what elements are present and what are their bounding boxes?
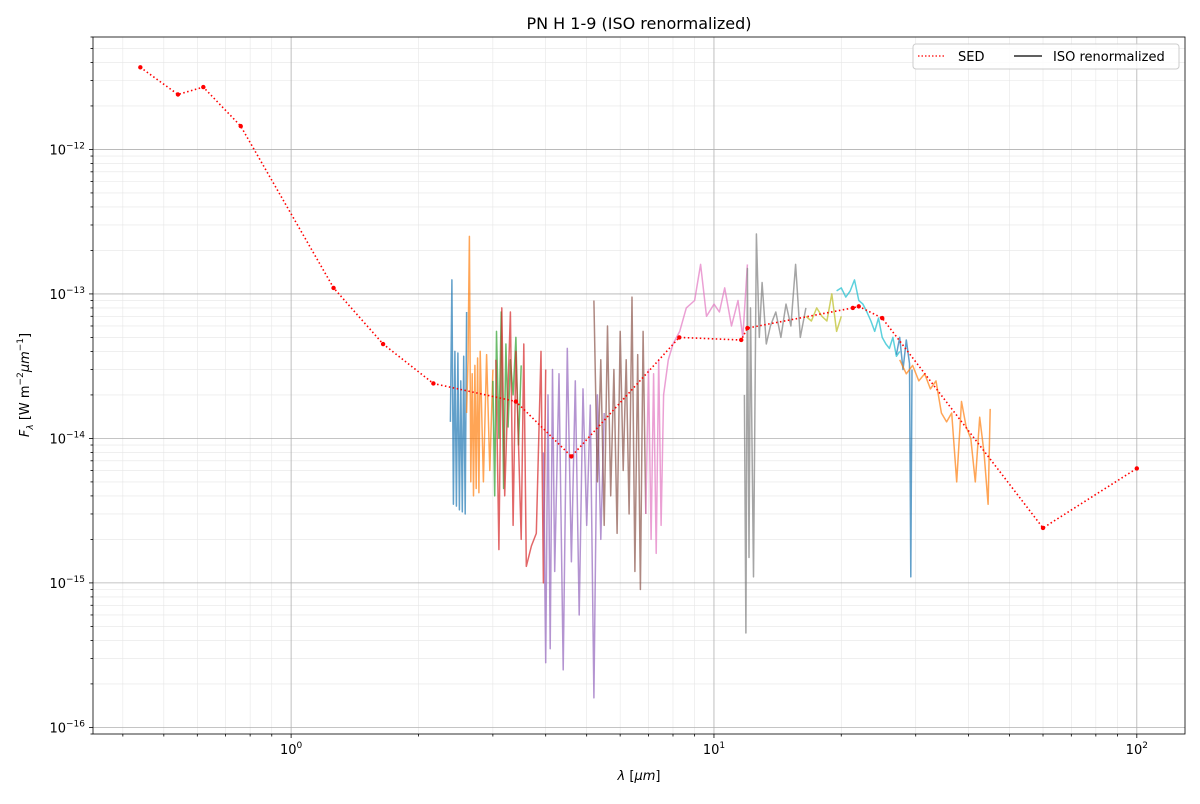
legend: SED ISO renormalized	[912, 43, 1180, 70]
iso-segment-7	[645, 263, 749, 555]
iso-segment-9	[805, 293, 843, 333]
legend-iso-label: ISO renormalized	[1053, 50, 1165, 65]
iso-segment-4	[495, 307, 547, 584]
sed-point	[331, 285, 336, 291]
axes-frame	[92, 36, 1186, 735]
sed-point	[201, 84, 206, 90]
sed-point	[856, 304, 861, 309]
legend-sed-label: SED	[958, 50, 984, 65]
sed-point	[677, 335, 682, 340]
sed-point	[238, 123, 243, 129]
iso-segment-6	[593, 296, 647, 591]
legend-box	[912, 43, 1180, 70]
sed-line	[139, 66, 1138, 530]
sed-point	[880, 315, 885, 321]
y-axis-label: Fλ [W m−2μm−1]	[16, 333, 36, 437]
sed-point	[569, 454, 574, 459]
iso-segment-12	[899, 359, 991, 506]
sed-point	[739, 337, 744, 343]
iso-segment-2	[465, 235, 494, 497]
sed-point	[850, 305, 856, 311]
sed-point	[1040, 525, 1046, 531]
chart-title: PN H 1-9 (ISO renormalized)	[526, 14, 751, 33]
iso-segment-1	[449, 279, 468, 515]
x-axis-label: λ [μm]	[617, 769, 661, 784]
sed-point	[431, 381, 436, 386]
data-layer	[138, 65, 1140, 699]
iso-segment-3	[492, 311, 522, 497]
sed-point	[513, 399, 519, 404]
iso-segment-11	[895, 336, 913, 578]
iso-segment-10	[836, 279, 901, 358]
sed-point	[138, 65, 143, 70]
iso-segment-5	[542, 347, 605, 699]
sed-point	[175, 92, 181, 97]
iso-segment-8	[743, 233, 807, 634]
sed-point	[380, 341, 386, 347]
sed-point	[1134, 466, 1140, 471]
grid-layer	[93, 36, 1185, 735]
sed-point	[745, 325, 750, 331]
